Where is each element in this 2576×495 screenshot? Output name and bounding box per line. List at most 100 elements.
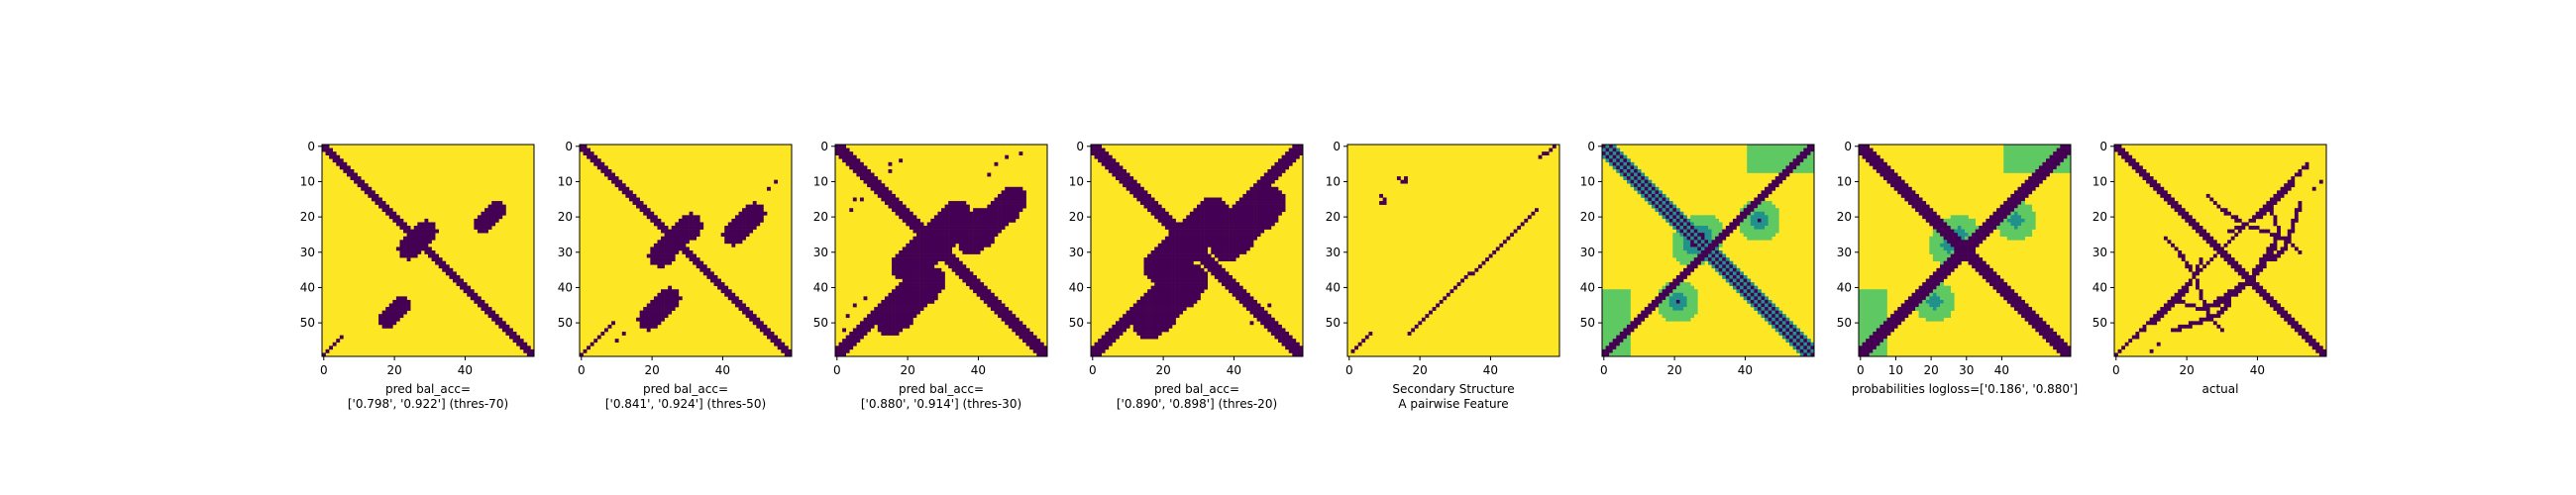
heatmap-cell: [1725, 267, 1730, 272]
heatmap-cell: [1940, 278, 1944, 283]
heatmap-cell: [653, 303, 658, 308]
heatmap-cell: [1761, 310, 1766, 315]
heatmap-cell: [856, 324, 861, 329]
heatmap-cell: [1757, 197, 1762, 202]
heatmap-cell: [1172, 233, 1176, 238]
heatmap-cell: [777, 339, 782, 344]
heatmap-cell: [1288, 339, 1293, 344]
heatmap-cell: [1218, 274, 1223, 279]
heatmap-cell: [403, 310, 407, 315]
heatmap-cell: [1270, 193, 1275, 198]
heatmap-cell: [884, 197, 889, 202]
heatmap-cell: [671, 229, 676, 234]
heatmap-cell: [1112, 332, 1117, 336]
heatmap-cell: [1150, 278, 1155, 283]
heatmap-cell: [1690, 236, 1695, 241]
heatmap-cell: [944, 240, 949, 245]
heatmap-cell: [1683, 253, 1687, 258]
heatmap-cell: [1736, 222, 1741, 227]
heatmap-cell: [417, 233, 422, 238]
heatmap-cell: [375, 193, 379, 198]
heatmap-cell: [962, 240, 967, 245]
heatmap-cell: [1253, 303, 1257, 308]
heatmap-cell: [1665, 317, 1670, 322]
heatmap-cell: [1672, 215, 1677, 220]
heatmap-cell: [856, 168, 861, 173]
heatmap-cell: [1626, 317, 1631, 322]
heatmap-cell: [1979, 236, 1984, 241]
heatmap-cell: [1105, 342, 1110, 346]
heatmap-cell: [906, 299, 911, 304]
heatmap-cell: [1168, 233, 1173, 238]
heatmap-cell: [1274, 324, 1279, 329]
heatmap-cell: [877, 303, 882, 308]
heatmap-cell: [1225, 278, 1230, 283]
heatmap-cell: [1008, 321, 1013, 326]
heatmap-cell: [1157, 328, 1162, 333]
heatmap-cell: [852, 339, 857, 344]
heatmap-cell: [1123, 321, 1127, 326]
heatmap-cell: [1204, 233, 1208, 238]
heatmap-cell: [1616, 332, 1621, 336]
heatmap-cell: [912, 267, 917, 272]
heatmap-cell: [1278, 172, 1282, 177]
heatmap-cell: [657, 240, 662, 245]
heatmap-cell: [1154, 271, 1159, 276]
heatmap-cell: [1154, 332, 1159, 336]
axes-frame: [1601, 144, 1815, 357]
heatmap-cell: [1668, 307, 1673, 311]
heatmap-cell: [1179, 310, 1184, 315]
heatmap-cell: [916, 310, 920, 315]
heatmap-cell: [399, 303, 404, 308]
heatmap-cell: [1274, 215, 1279, 220]
heatmap-cell: [2046, 154, 2050, 159]
heatmap-cell: [1747, 211, 1752, 216]
heatmap-cell: [1929, 215, 1934, 220]
heatmap-cell: [998, 222, 1002, 227]
heatmap-cell: [596, 165, 601, 170]
heatmap-cell: [1189, 257, 1194, 261]
heatmap-cell: [650, 299, 655, 304]
heatmap-cell: [1150, 335, 1155, 340]
heatmap-cell: [1644, 310, 1649, 315]
heatmap-cell: [955, 226, 960, 230]
heatmap-cell: [1648, 201, 1653, 205]
heatmap-cell: [1771, 183, 1776, 188]
heatmap-cell: [1623, 176, 1628, 180]
heatmap-cell: [962, 271, 967, 276]
heatmap-cell: [682, 222, 687, 227]
heatmap-cell: [501, 211, 506, 216]
heatmap-cell: [1979, 229, 1984, 234]
heatmap-cell: [1781, 151, 1786, 155]
heatmap-cell: [1098, 352, 1102, 357]
heatmap-cell: [1697, 222, 1702, 227]
heatmap-cell: [1242, 201, 1247, 205]
heatmap-cell: [1866, 296, 1870, 301]
heatmap-cell: [1361, 339, 1366, 344]
heatmap-cell: [1954, 233, 1959, 238]
panel-caption-line: A pairwise Feature: [1398, 397, 1508, 411]
heatmap-cell: [1789, 321, 1793, 326]
heatmap-cell: [958, 247, 963, 251]
heatmap-cell: [1200, 201, 1205, 205]
heatmap-cell: [1729, 264, 1734, 269]
heatmap-cell: [987, 233, 992, 238]
heatmap-cell: [1943, 233, 1948, 238]
heatmap-cell: [1182, 247, 1187, 251]
heatmap-cell: [1634, 324, 1638, 329]
heatmap-cell: [1979, 267, 1984, 272]
heatmap-cell: [1988, 282, 1993, 286]
heatmap-cell: [1750, 161, 1755, 166]
heatmap-cell: [1929, 278, 1934, 283]
heatmap-cell: [1143, 321, 1148, 326]
heatmap-cell: [941, 222, 945, 227]
heatmap-cell: [1143, 271, 1148, 276]
heatmap-cell: [1774, 161, 1779, 166]
heatmap-cell: [1897, 186, 1902, 191]
heatmap-cell: [1207, 264, 1212, 269]
heatmap-cell: [1940, 282, 1944, 286]
heatmap-cell: [364, 183, 369, 188]
heatmap-cell: [1008, 201, 1013, 205]
heatmap-cell: [1869, 148, 1874, 152]
heatmap-cell: [1260, 183, 1265, 188]
